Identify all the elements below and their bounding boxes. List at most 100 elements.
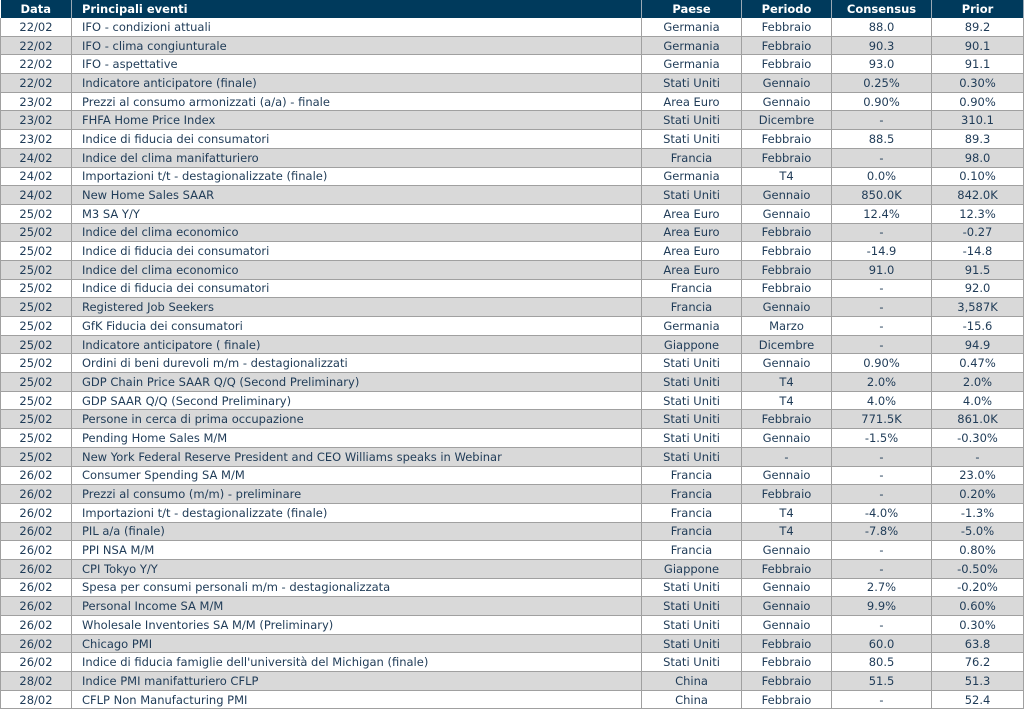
cell-country: Francia [641,484,742,504]
cell-date: 24/02 [0,185,72,205]
cell-country: Stati Uniti [641,391,742,411]
cell-prior: -14.8 [931,241,1024,261]
cell-consensus: 771.5K [831,409,932,430]
cell-event: Indice del clima manifatturiero [71,148,642,168]
cell-country: Stati Uniti [641,409,742,430]
cell-consensus: - [831,559,932,579]
cell-event: Indicatore anticipatore ( finale) [71,335,642,355]
table-row: 25/02 M3 SA Y/Y Area Euro Gennaio 12.4% 12.3% [0,204,1024,224]
table-row: 26/02 Chicago PMI Stati Uniti Febbraio 60.0 6… [0,634,1024,654]
cell-prior: 12.3% [931,204,1024,224]
table-row: 25/02 Pending Home Sales M/M Stati Uniti Ge… [0,428,1024,448]
cell-consensus: - [831,223,932,243]
cell-event: IFO - condizioni attuali [71,18,642,37]
table-row: 23/02 Indice di fiducia dei consumatori St… [0,129,1024,149]
table-row: 25/02 Indice del clima economico Area Euro… [0,260,1024,280]
table-row: 26/02 PPI NSA M/M Francia Gennaio -0.80% [0,540,1024,560]
cell-prior: 0.60% [931,596,1024,616]
cell-period: Gennaio [741,204,832,224]
cell-prior: -1.3% [931,503,1024,523]
table-row: 25/02 GDP Chain Price SAAR Q/Q (Second Pr… [0,372,1024,392]
cell-event: Pending Home Sales M/M [71,428,642,448]
cell-country: Francia [641,279,742,299]
cell-event: Indice PMI manifatturiero CFLP [71,671,642,691]
table-row: 25/02 Indicatore anticipatore ( finale) Gi… [0,335,1024,355]
cell-period: Gennaio [741,73,832,93]
cell-date: 23/02 [0,92,72,112]
cell-consensus: 4.0% [831,391,932,411]
cell-country: Stati Uniti [641,615,742,635]
cell-country: Germania [641,54,742,75]
cell-date: 25/02 [0,241,72,261]
table-row: 25/02 Registered Job Seekers Francia Gennai… [0,297,1024,317]
cell-date: 28/02 [0,690,72,710]
cell-event: New York Federal Reserve President and C… [71,447,642,467]
cell-consensus: 12.4% [831,204,932,224]
cell-consensus: 9.9% [831,596,932,616]
cell-consensus: 0.90% [831,92,932,112]
cell-period: Gennaio [741,615,832,635]
cell-period: Febbraio [741,18,832,37]
cell-date: 22/02 [0,73,72,93]
cell-prior: 0.30% [931,73,1024,93]
table-row: 25/02 Ordini di beni durevoli m/m - desta… [0,353,1024,374]
header-consensus: Consensus [831,0,932,18]
cell-prior: 52.4 [931,690,1024,710]
cell-period: Gennaio [741,297,832,317]
cell-date: 23/02 [0,129,72,149]
cell-event: Wholesale Inventories SA M/M (Preliminar… [71,615,642,635]
cell-prior: 89.2 [931,18,1024,37]
cell-prior: 90.1 [931,36,1024,56]
cell-consensus: - [831,110,932,131]
table-row: 26/02 Importazioni t/t - destagionalizzat… [0,503,1024,523]
cell-period: Febbraio [741,279,832,299]
cell-period: Febbraio [741,260,832,280]
cell-event: Indice di fiducia famiglie dell'universi… [71,652,642,673]
cell-prior: 92.0 [931,279,1024,299]
cell-consensus: 2.0% [831,372,932,392]
cell-country: Area Euro [641,241,742,261]
cell-period: Febbraio [741,652,832,673]
cell-date: 25/02 [0,372,72,392]
cell-event: Ordini di beni durevoli m/m - destagiona… [71,353,642,374]
cell-consensus: - [831,690,932,710]
cell-country: Area Euro [641,92,742,112]
cell-date: 26/02 [0,615,72,635]
cell-consensus: 0.90% [831,353,932,374]
cell-event: Consumer Spending SA M/M [71,466,642,486]
cell-consensus: 90.3 [831,36,932,56]
cell-date: 26/02 [0,634,72,654]
cell-event: Prezzi al consumo (m/m) - preliminare [71,484,642,504]
cell-country: Germania [641,36,742,56]
table-row: 28/02 CFLP Non Manufacturing PMI China Febb… [0,690,1024,710]
cell-period: Febbraio [741,690,832,710]
cell-prior: 94.9 [931,335,1024,355]
cell-prior: 3,587K [931,297,1024,317]
cell-country: Area Euro [641,204,742,224]
cell-event: IFO - clima congiunturale [71,36,642,56]
cell-prior: 842.0K [931,185,1024,205]
table-row: 22/02 IFO - clima congiunturale Germania Fe… [0,36,1024,56]
table-row: 23/02 Prezzi al consumo armonizzati (a/a)… [0,92,1024,112]
cell-prior: 98.0 [931,148,1024,168]
cell-prior: 0.80% [931,540,1024,560]
cell-period: Febbraio [741,409,832,430]
header-paese: Paese [641,0,742,18]
cell-period: Febbraio [741,54,832,75]
table-row: 25/02 Indice di fiducia dei consumatori Ar… [0,241,1024,261]
cell-period: Febbraio [741,241,832,261]
cell-consensus: - [831,540,932,560]
cell-period: Febbraio [741,634,832,654]
cell-event: Indice di fiducia dei consumatori [71,241,642,261]
cell-prior: -0.20% [931,578,1024,598]
table-row: 22/02 IFO - condizioni attuali Germania Feb… [0,18,1024,37]
cell-period: Gennaio [741,428,832,448]
cell-period: Gennaio [741,596,832,616]
cell-prior: 0.90% [931,92,1024,112]
cell-prior: 0.10% [931,167,1024,187]
cell-date: 26/02 [0,596,72,616]
cell-event: Prezzi al consumo armonizzati (a/a) - fi… [71,92,642,112]
cell-event: GDP Chain Price SAAR Q/Q (Second Prelimi… [71,372,642,392]
cell-date: 26/02 [0,540,72,560]
